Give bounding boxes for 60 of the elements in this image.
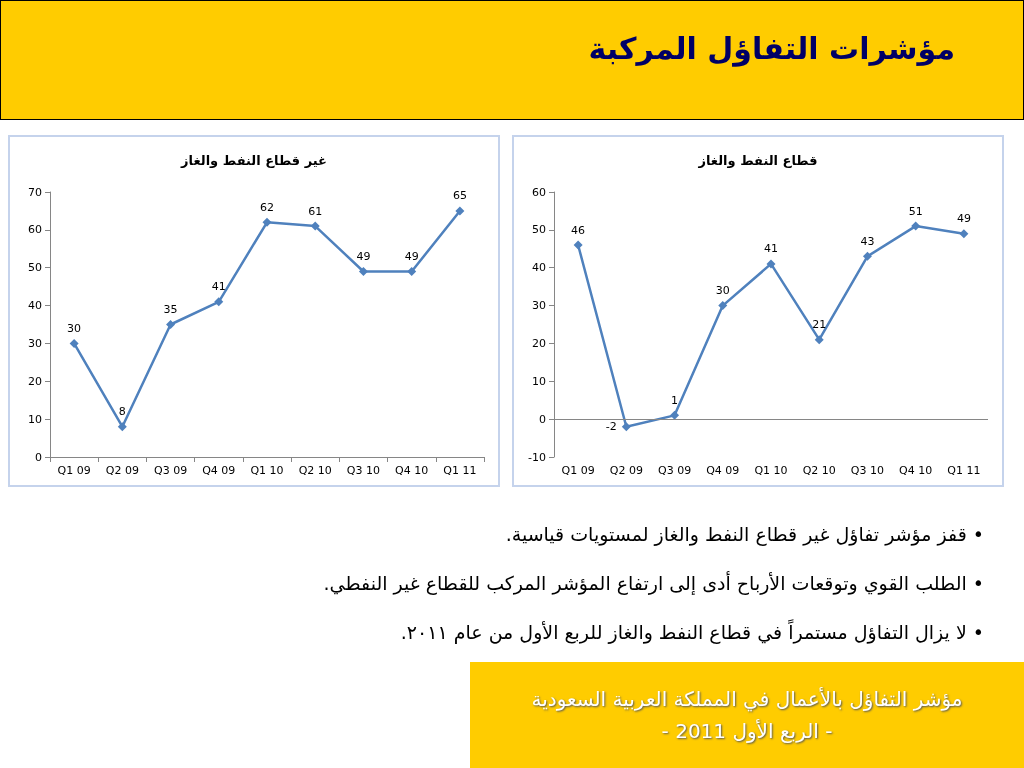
x-tick-label: Q2 09 bbox=[609, 464, 643, 477]
data-label: -2 bbox=[605, 420, 617, 434]
y-tick-label: 20 bbox=[28, 374, 42, 388]
data-label: 8 bbox=[118, 405, 126, 419]
data-label: 49 bbox=[404, 250, 419, 263]
y-tick-label: 50 bbox=[532, 223, 546, 237]
x-tick-label: Q3 09 bbox=[153, 464, 188, 477]
x-tick-label: Q4 09 bbox=[706, 464, 740, 477]
data-label: 30 bbox=[67, 321, 82, 335]
data-label: 1 bbox=[671, 393, 679, 407]
x-tick-label: Q4 10 bbox=[395, 464, 429, 477]
y-tick-label: 50 bbox=[28, 261, 42, 275]
text: مؤشر التفاؤل بالأعمال في المملكة العربية السعودية bbox=[531, 686, 963, 714]
data-label: 30 bbox=[715, 284, 730, 298]
x-tick-label: Q3 10 bbox=[850, 464, 885, 477]
data-label: 43 bbox=[860, 234, 875, 248]
data-label: 65 bbox=[452, 189, 467, 203]
x-tick-label: Q1 09 bbox=[57, 464, 91, 477]
text: • الطلب القوي وتوقعات الأرباح أدى إلى ارتفاع المؤشر المركب للقطاع غير النفطي. bbox=[322, 570, 984, 597]
data-label: 46 bbox=[571, 223, 586, 237]
text: - الربع الأول 2011 - bbox=[661, 718, 833, 745]
y-tick-label: 60 bbox=[28, 223, 42, 237]
x-tick-label: Q3 09 bbox=[657, 464, 692, 477]
y-tick-label: 10 bbox=[532, 374, 546, 388]
y-tick-label: 30 bbox=[532, 299, 546, 313]
y-tick-label: 20 bbox=[532, 336, 546, 350]
text: مؤشرات التفاؤل المركبة bbox=[588, 31, 955, 66]
data-label: 41 bbox=[211, 280, 226, 294]
y-tick-label: 70 bbox=[28, 185, 42, 199]
chart-title: قطاع النفط والغاز bbox=[697, 153, 818, 168]
data-label: 49 bbox=[356, 250, 371, 263]
x-tick-label: Q2 09 bbox=[105, 464, 139, 477]
data-label: 62 bbox=[260, 200, 274, 214]
x-tick-label: Q1 11 bbox=[443, 464, 477, 477]
y-tick-label: 60 bbox=[532, 185, 546, 199]
data-label: 49 bbox=[956, 212, 971, 226]
data-label: 21 bbox=[812, 318, 827, 332]
x-tick-label: Q2 10 bbox=[802, 464, 836, 477]
x-tick-label: Q1 11 bbox=[947, 464, 981, 477]
x-tick-label: Q1 09 bbox=[561, 464, 595, 477]
text: • قفز مؤشر تفاؤل غير قطاع النفط والغاز لمستويات قياسية. bbox=[504, 522, 984, 548]
y-tick-label: 10 bbox=[28, 412, 42, 426]
chart-title: غير قطاع النفط والغاز bbox=[180, 153, 327, 168]
x-tick-label: Q4 09 bbox=[202, 464, 236, 477]
data-label: 35 bbox=[163, 303, 178, 316]
x-tick-label: Q1 10 bbox=[250, 464, 284, 477]
x-tick-label: Q3 10 bbox=[346, 464, 381, 477]
y-tick-label: 30 bbox=[28, 336, 42, 350]
y-tick-label: 0 bbox=[35, 450, 42, 464]
data-label: 51 bbox=[908, 204, 923, 218]
x-tick-label: Q4 10 bbox=[899, 464, 933, 477]
data-label: 41 bbox=[764, 242, 778, 256]
y-tick-label: 40 bbox=[532, 261, 546, 275]
x-tick-label: Q2 10 bbox=[298, 464, 332, 477]
x-tick-label: Q1 10 bbox=[754, 464, 788, 477]
y-tick-label: 40 bbox=[28, 299, 42, 313]
y-tick-label: -10 bbox=[528, 450, 546, 464]
y-tick-label: 0 bbox=[539, 412, 546, 426]
data-label: 61 bbox=[308, 204, 323, 218]
text: • لا يزال التفاؤل مستمراً في قطاع النفط والغاز للربع الأول من عام ٢٠١١. bbox=[399, 618, 984, 646]
